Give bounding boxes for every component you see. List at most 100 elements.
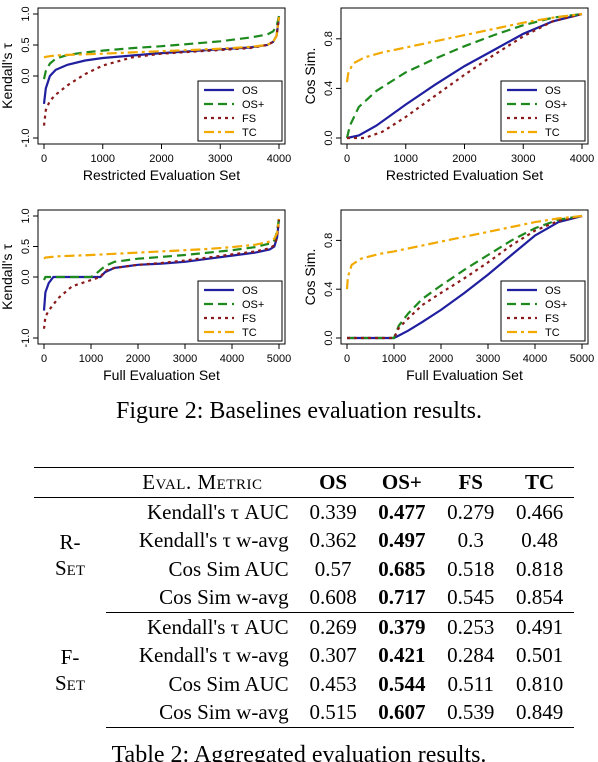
x-tick-label: 2000 [126,353,150,365]
table-value-cell: 0.48 [521,528,558,553]
x-axis-label: Full Evaluation Set [103,367,220,383]
table-row: Cos Sim AUC 0.453 0.544 0.511 0.810 [34,670,574,699]
x-tick-label: 4000 [267,153,291,165]
series-line-os-plus [345,12,583,139]
line-chart-4: 0 1000 2000 3000 4000 5000 0.0 0.4 0.8 Full Evalu… [303,209,594,383]
y-tick-label: 1.0 [20,208,32,223]
table-group-label-bottom: Set [54,670,85,695]
legend-entry: OS [242,285,258,297]
x-tick-label: 0 [41,353,47,365]
legend-entry: TC [242,327,257,339]
x-tick-label: 1000 [91,153,115,165]
series-line-tc [43,218,281,260]
legend-entry: OS+ [545,99,567,111]
results-table: Eval. Metric OS OS+ FS TC R- Set Kendall's… [34,467,574,728]
series-line-tc [345,214,583,290]
legend-entry: TC [545,127,560,139]
table-group-label-bottom: Set [54,555,85,580]
table-group-label: R- Set [34,497,106,612]
table-metric-cell: Kendall's τ w-avg [138,528,289,553]
table-group-label: F- Set [34,612,106,727]
table-header-os-plus: OS+ [367,467,437,498]
y-axis-label: Kendall's τ [0,43,15,109]
y-tick-label: 0.0 [323,330,335,345]
table-value-cell: 0.501 [515,643,564,668]
legend-entry: OS [242,85,258,97]
table-value-cell: 0.269 [309,614,357,639]
table-metric-cell: Cos Sim w-avg [106,698,299,728]
legend-entry: TC [242,127,257,139]
x-tick-label: 1000 [382,353,406,365]
table-header-fs: FS [436,467,506,498]
table-value-cell: 0.717 [367,583,437,613]
x-tick-label: 3000 [208,153,232,165]
y-axis-label: Cos Sim. [303,48,318,105]
legend-entry: FS [242,313,256,325]
x-tick-label: 5000 [267,353,291,365]
series-line-os-plus [42,15,281,80]
y-tick-label: 0.5 [20,37,32,52]
table-group-label-top: R- [59,529,81,554]
table-row: Kendall's τ w-avg 0.307 0.421 0.284 0.501 [34,641,574,670]
legend-entry: FS [242,113,256,125]
table-value-cell: 0.253 [447,614,495,639]
table-value-cell: 0.544 [378,671,426,696]
table-value-cell: 0.466 [515,499,564,524]
table-value-cell: 0.339 [309,499,357,524]
table-value-cell: 0.511 [447,671,494,696]
series-line-os [42,218,281,311]
table-value-cell: 0.57 [314,556,352,581]
y-tick-label: -1.0 [20,129,32,148]
plot-frame [340,209,589,345]
table-value-cell: 0.607 [367,698,437,728]
x-tick-label: 4000 [570,153,594,165]
x-tick-label: 1000 [394,153,418,165]
table-value-cell: 0.854 [505,583,574,613]
y-axis-label: Kendall's τ [0,244,15,310]
table-value-cell: 0.497 [378,528,426,553]
table-value-cell: 0.685 [378,556,426,581]
x-tick-label: 2000 [429,353,453,365]
series-line-fs [347,214,583,340]
table-header-metric: Eval. Metric [106,467,299,498]
series-line-tc [43,16,281,59]
table-metric-cell: Kendall's τ AUC [146,499,289,524]
series-line-tc [345,12,583,83]
table-value-cell: 0.421 [378,643,426,668]
x-tick-label: 0 [41,153,47,165]
x-tick-label: 3000 [173,353,197,365]
table-row: F- Set Kendall's τ AUC 0.269 0.379 0.253 0.491 [34,612,574,695]
y-tick-label: 0.4 [323,282,335,297]
table-header-tc: TC [505,467,574,498]
x-tick-label: 3000 [476,353,500,365]
table-metric-cell: Kendall's τ AUC [146,614,289,639]
table-value-cell: 0.307 [309,643,357,668]
table-value-cell: 0.284 [447,643,495,668]
y-tick-label: -1.0 [20,329,32,348]
legend-entry: OS [545,85,561,97]
legend-entry: OS+ [545,299,567,311]
y-tick-label: 0.8 [323,233,335,248]
table-value-cell: 0.608 [298,583,368,613]
table-value-cell: 0.453 [309,671,357,696]
series-line-os-plus [42,217,281,281]
table-row: Cos Sim w-avg 0.608 0.717 0.545 0.854 [34,583,574,613]
table-row: R- Set Kendall's τ AUC 0.339 0.477 0.279 0.466 [34,497,574,580]
x-axis-label: Restricted Evaluation Set [83,167,240,183]
y-axis-label: Cos Sim. [303,249,318,306]
table-group-label-top: F- [60,644,80,669]
table-value-cell: 0.849 [505,698,574,728]
x-tick-label: 2000 [452,153,476,165]
line-chart-3: 0 1000 2000 3000 4000 5000 -1.0 0.0 0.5 1.0 Full E… [0,208,291,383]
table-row: Cos Sim AUC 0.57 0.685 0.518 0.818 [34,555,574,584]
table-value-cell: 0.515 [298,698,368,728]
y-tick-label: 0.0 [20,68,32,83]
table-value-cell: 0.818 [515,556,564,581]
x-axis-label: Full Evaluation Set [406,367,523,383]
line-chart-2: 0 1000 2000 3000 4000 0.0 0.4 0.8 Restricted Eva… [303,7,594,183]
table-metric-cell: Cos Sim w-avg [106,583,299,613]
x-tick-label: 0 [344,153,350,165]
y-tick-label: 0.4 [323,81,335,96]
table-header-empty [34,467,106,498]
x-axis-label: Restricted Evaluation Set [386,167,543,183]
